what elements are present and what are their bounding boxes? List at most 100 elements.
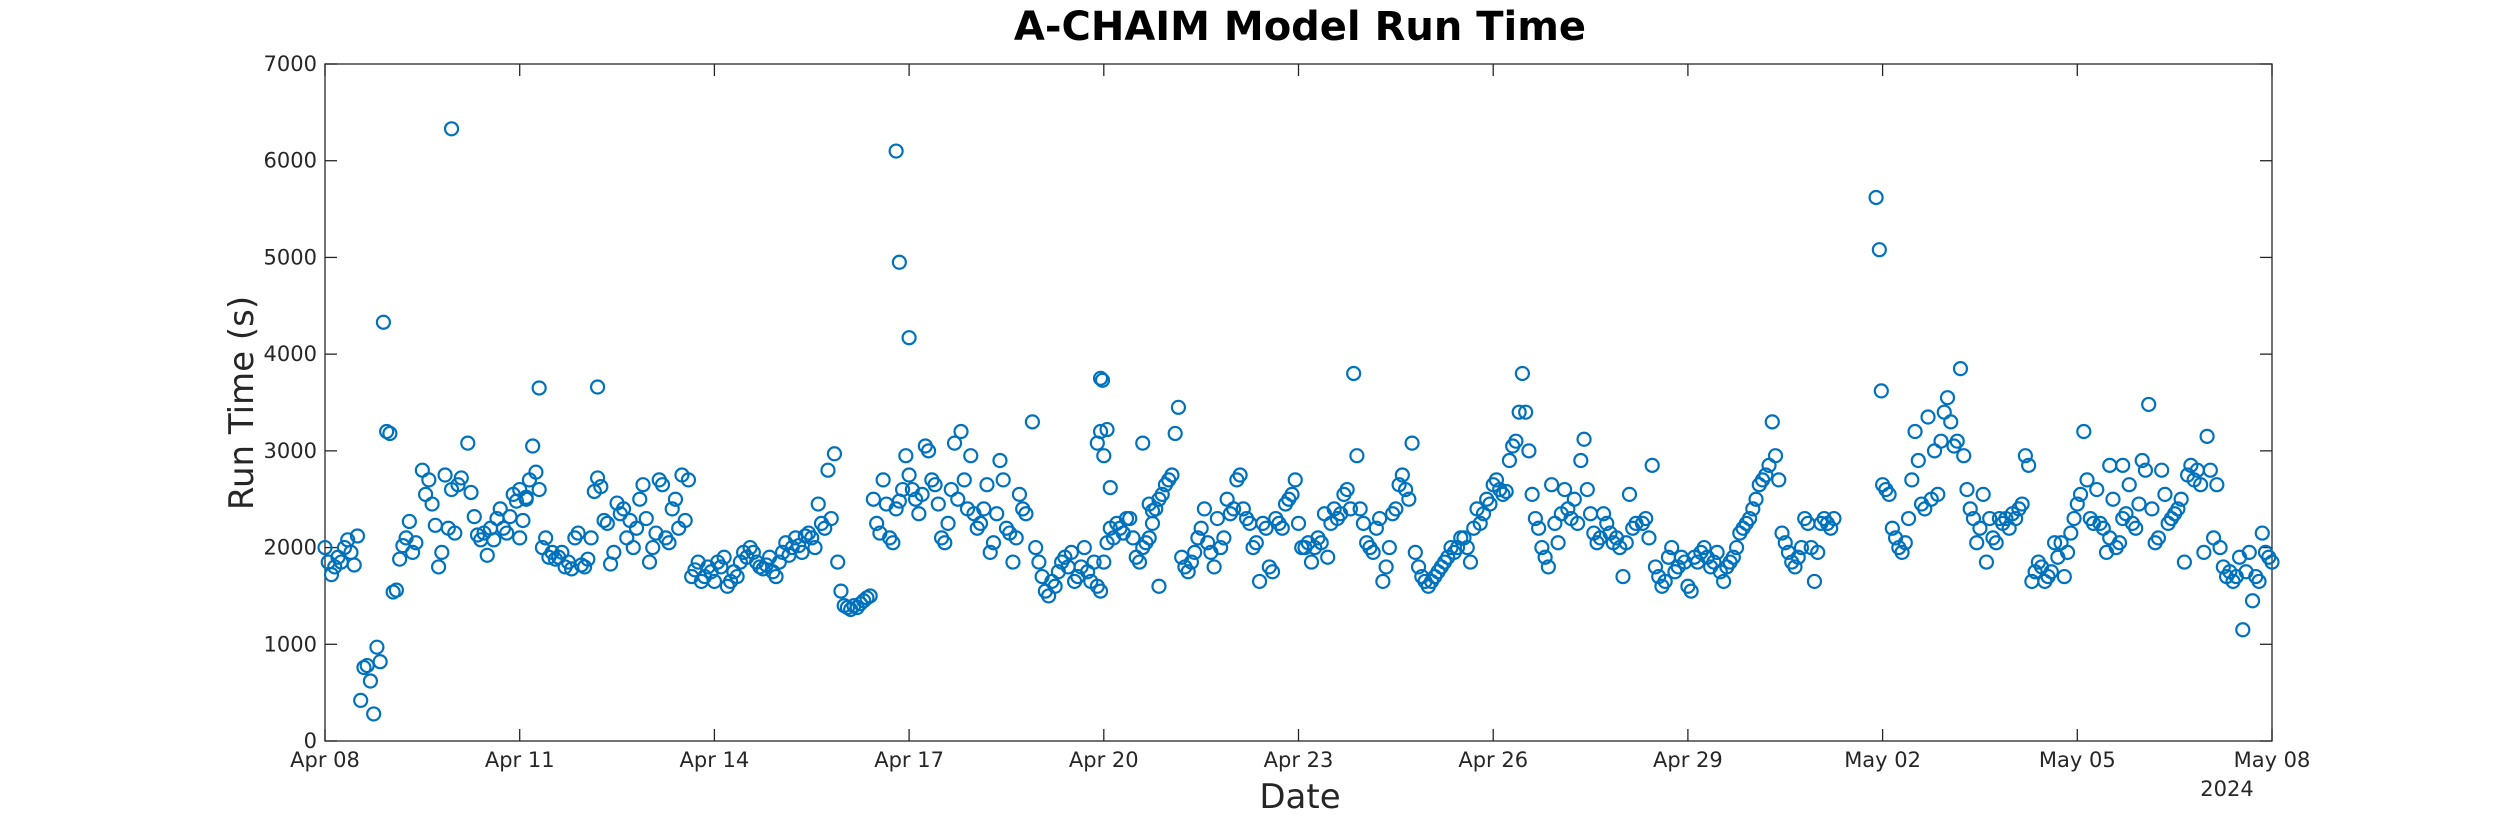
data-point [1508, 433, 1524, 449]
data-point [453, 470, 469, 486]
data-point [2199, 428, 2215, 444]
data-point [940, 515, 956, 531]
y-tick-label: 4000 [264, 342, 317, 366]
data-point [1339, 481, 1355, 498]
data-point [1823, 520, 1839, 536]
data-point [499, 525, 515, 541]
data-point [1641, 530, 1657, 546]
data-point [716, 549, 732, 565]
data-point [596, 512, 612, 529]
data-point [2017, 448, 2033, 464]
data-point [2264, 554, 2280, 570]
data-point [1352, 501, 1368, 517]
data-point [2251, 573, 2267, 590]
data-point [1394, 467, 1410, 483]
data-point [2154, 462, 2170, 478]
data-point [1459, 539, 1475, 556]
data-point [826, 446, 843, 462]
data-point [1920, 409, 1936, 425]
data-point [1154, 486, 1170, 502]
data-point [1806, 573, 1823, 590]
data-point [2121, 477, 2137, 493]
data-point [1511, 404, 1527, 420]
data-point [1313, 535, 1329, 551]
data-point [1725, 549, 1741, 565]
data-point [898, 448, 914, 464]
data-point [956, 472, 972, 488]
data-point [2105, 491, 2121, 507]
data-point [1086, 554, 1102, 570]
data-point [930, 496, 946, 512]
data-point [1372, 510, 1388, 527]
data-point [492, 501, 508, 517]
data-point [895, 481, 911, 498]
data-point [1904, 472, 1920, 488]
data-point [989, 506, 1005, 522]
data-point [2144, 501, 2160, 517]
data-point [531, 380, 547, 396]
data-point [1741, 510, 1758, 527]
data-point [1216, 530, 1232, 546]
data-point [1028, 539, 1044, 556]
data-point [366, 706, 382, 722]
data-point [2193, 477, 2209, 493]
data-point [1076, 539, 1092, 556]
y-tick-label: 7000 [264, 52, 317, 76]
data-point [1787, 559, 1803, 575]
data-point [1232, 467, 1248, 483]
data-point [2241, 544, 2257, 561]
data-point [2089, 481, 2105, 498]
data-point [667, 491, 684, 507]
data-point [1196, 501, 1212, 517]
y-tick-label: 3000 [264, 439, 317, 463]
data-point [1495, 486, 1511, 502]
x-axis-year-label: 2024 [2200, 777, 2253, 801]
data-point [888, 501, 904, 517]
data-point [950, 491, 966, 507]
data-point [1031, 554, 1047, 570]
data-point [804, 530, 820, 546]
data-point [2202, 462, 2218, 478]
data-point [1748, 491, 1764, 507]
data-point [1141, 530, 1157, 546]
data-point [538, 530, 554, 546]
x-tick-label: May 05 [2039, 748, 2116, 772]
data-point [1573, 452, 1589, 469]
data-point [953, 423, 969, 440]
data-point [372, 654, 388, 670]
data-point [1900, 510, 1917, 527]
data-point [1284, 486, 1300, 502]
data-point [706, 573, 723, 590]
data-point [645, 539, 661, 556]
y-tick-label: 2000 [264, 536, 317, 560]
data-point [1777, 535, 1793, 551]
data-point [1170, 399, 1187, 415]
data-point [1826, 510, 1842, 527]
data-point [1290, 515, 1307, 531]
data-point [1164, 467, 1180, 483]
data-point [963, 448, 979, 464]
x-tick-label: Apr 29 [1653, 748, 1723, 772]
data-point [745, 544, 761, 561]
x-tick-label: Apr 23 [1264, 748, 1334, 772]
data-point [891, 254, 907, 270]
data-point [1193, 520, 1209, 536]
data-point [447, 525, 463, 541]
data-point [830, 554, 846, 570]
data-point [1462, 554, 1479, 570]
data-point [2066, 510, 2082, 527]
data-point [1884, 520, 1900, 536]
x-tick-label: Apr 08 [290, 748, 360, 772]
data-point [628, 520, 645, 536]
data-point [1248, 535, 1264, 551]
data-point [1092, 423, 1109, 440]
data-point [430, 559, 447, 575]
data-point [1151, 578, 1167, 594]
data-point [1873, 383, 1889, 399]
data-point [888, 143, 904, 159]
data-point [1099, 421, 1115, 438]
y-tick-label: 0 [304, 729, 317, 753]
axis-ticks: 0 1000 2000 3000 4000 5000 6000 7000 Apr 08 Apr 1… [264, 52, 2311, 772]
data-point [1988, 535, 2004, 551]
data-point [369, 639, 385, 655]
